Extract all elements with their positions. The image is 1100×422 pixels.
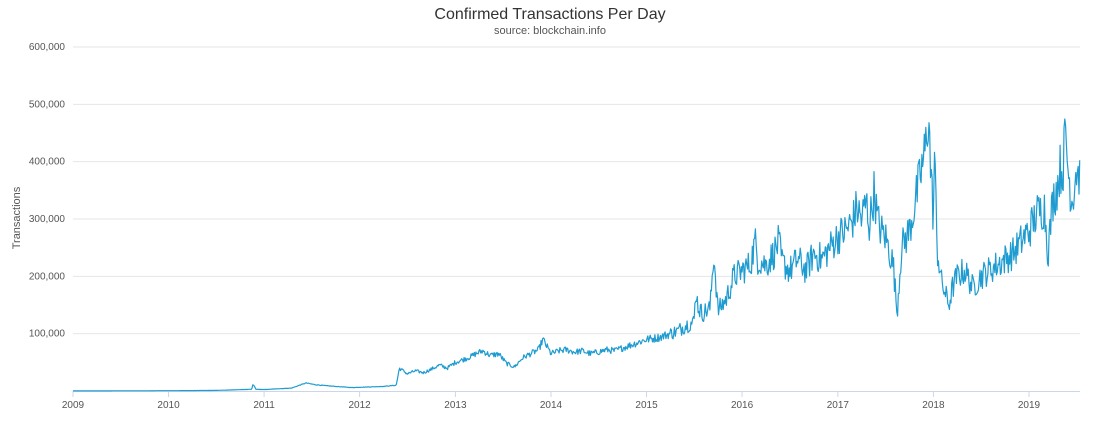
y-axis-title: Transactions — [11, 186, 23, 249]
y-tick-label: 500,000 — [29, 99, 66, 110]
x-tick-label: 2013 — [444, 400, 467, 411]
chart-subtitle: source: blockchain.info — [494, 25, 606, 37]
x-tick-label: 2019 — [1018, 400, 1041, 411]
x-tick-label: 2017 — [827, 400, 850, 411]
x-tick-label: 2015 — [635, 400, 658, 411]
y-tick-label: 200,000 — [29, 271, 66, 282]
y-tick-label: 300,000 — [29, 214, 66, 225]
y-tick-label: 400,000 — [29, 157, 66, 168]
x-tick-label: 2010 — [157, 400, 180, 411]
x-tick-label: 2009 — [62, 400, 85, 411]
y-tick-label: 600,000 — [29, 42, 66, 53]
y-tick-label: 100,000 — [29, 329, 66, 340]
x-tick-label: 2018 — [922, 400, 945, 411]
chart-title: Confirmed Transactions Per Day — [434, 6, 666, 23]
axes: 100,000 200,000 300,000 400,000 500,000 600,0… — [29, 42, 1080, 411]
x-tick-label: 2012 — [349, 400, 372, 411]
series-line — [73, 118, 1081, 392]
series-layer — [73, 118, 1081, 392]
x-tick-label: 2011 — [253, 400, 275, 411]
x-tick-label: 2016 — [731, 400, 754, 411]
x-tick-label: 2014 — [540, 400, 563, 411]
gridlines — [73, 46, 1080, 335]
